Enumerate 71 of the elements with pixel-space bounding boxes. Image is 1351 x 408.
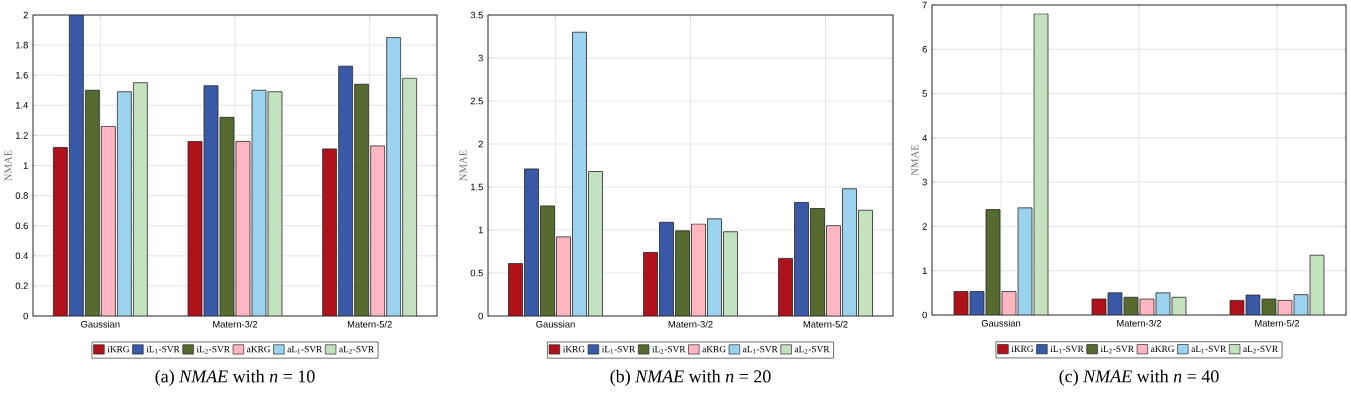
y-axis-title: NMAE	[4, 150, 12, 181]
x-tick-label: Matern-3/2	[1117, 319, 1162, 327]
legend-label: aKRG	[1151, 345, 1175, 353]
y-tick-label: 3.5	[470, 11, 483, 19]
y-tick-label: 2.5	[470, 97, 483, 105]
y-tick-label: 2	[23, 11, 28, 19]
y-tick-label: 2	[478, 140, 483, 148]
legend-label: aL$_{2}$-SVR	[794, 346, 830, 354]
x-tick-label: Gaussian	[81, 320, 120, 328]
y-tick-label: 1.2	[16, 132, 28, 139]
y-tick-label: 1	[922, 267, 927, 274]
y-tick-label: 6	[922, 46, 927, 53]
text: (a) NMAE with n = 10	[155, 369, 315, 387]
y-tick-label: 0	[478, 312, 483, 320]
y-tick-label: 0.6	[15, 222, 28, 229]
y-tick-label: 0.8	[15, 192, 28, 199]
legend-label: aL$_{2}$-SVR	[339, 346, 375, 354]
x-tick-label: Gaussian	[536, 320, 575, 328]
legend-label: aKRG	[247, 346, 271, 353]
x-tick-label: Matern-5/2	[347, 320, 392, 328]
text: (c) NMAE with n = 40	[1059, 369, 1219, 387]
y-tick-label: 3	[478, 54, 483, 62]
y-tick-label: 2	[922, 223, 927, 230]
y-tick-label: 0	[23, 312, 28, 320]
legend-label: iL$_{2}$-SVR	[652, 346, 686, 354]
y-tick-label: 3	[922, 178, 927, 186]
x-tick-label: Matern-3/2	[668, 320, 713, 328]
y-tick-label: 0.2	[15, 282, 28, 290]
legend-label: iL$_{1}$-SVR	[1050, 345, 1084, 354]
bar	[858, 209, 873, 316]
legend-label: iKRG	[1011, 345, 1034, 353]
y-tick-label: 5	[922, 90, 927, 97]
legend-label: aL$_{1}$-SVR	[743, 346, 778, 354]
y-tick-label: 1.6	[16, 71, 28, 79]
legend-label: iL$_{2}$-SVR	[196, 346, 230, 354]
legend-label: aL$_{1}$-SVR	[1191, 345, 1227, 354]
legend-label: aKRG	[702, 346, 726, 353]
bar	[723, 231, 738, 316]
y-tick-label: 1.4	[16, 102, 29, 109]
legend-label: iL$_{1}$-SVR	[601, 346, 636, 354]
legend-label: iL$_{2}$-SVR	[1100, 345, 1134, 354]
bar	[116, 91, 132, 316]
bar	[842, 188, 857, 316]
bar	[572, 31, 587, 316]
y-tick-label: 0.5	[470, 269, 483, 277]
x-tick-label: Matern-5/2	[1255, 319, 1300, 327]
bar	[386, 37, 402, 316]
x-tick-label: Matern-3/2	[213, 320, 258, 328]
y-tick-label: 1	[23, 162, 28, 169]
bar	[588, 171, 603, 316]
text: (b) NMAE with n = 20	[610, 369, 771, 387]
x-tick-label: Gaussian	[981, 319, 1021, 327]
bar	[794, 202, 809, 316]
legend-label: iKRG	[562, 346, 585, 353]
y-tick-label: 4	[922, 134, 928, 142]
legend-label: aL$_{2}$-SVR	[1243, 345, 1279, 354]
y-axis-title: NMAE	[911, 144, 919, 176]
y-tick-label: 0	[922, 311, 927, 319]
bar	[524, 168, 539, 316]
bar	[707, 218, 722, 316]
bar	[659, 221, 674, 316]
x-tick-label: Matern-5/2	[803, 320, 848, 328]
y-tick-label: 1	[478, 226, 483, 234]
legend-label: aL$_{1}$-SVR	[287, 346, 323, 354]
y-axis-title: NMAE	[459, 150, 467, 181]
legend-label: iKRG	[107, 346, 130, 353]
y-tick-label: 7	[922, 1, 927, 9]
y-tick-label: 1.8	[16, 41, 28, 49]
y-tick-label: 1.5	[471, 183, 483, 191]
legend-label: iL$_{1}$-SVR	[146, 346, 180, 354]
y-tick-label: 0.4	[15, 252, 29, 260]
